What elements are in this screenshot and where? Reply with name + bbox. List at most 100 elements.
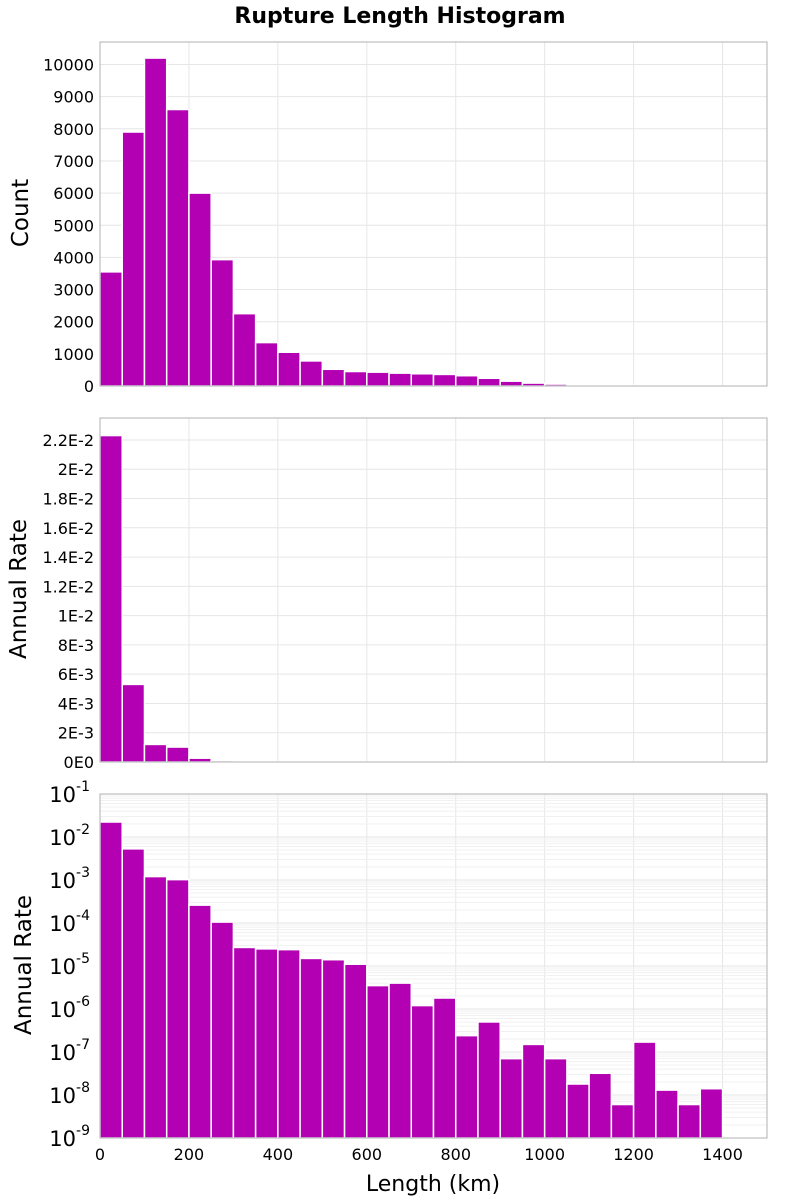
count-y-tick-label: 8000 — [53, 120, 94, 139]
count-bar — [432, 373, 457, 387]
rate-linear-y-tick-label: 1.4E-2 — [42, 548, 94, 567]
count-bar — [366, 371, 390, 387]
rate-log-y-tick-label: 10-9 — [49, 1123, 90, 1151]
rate-log-x-tick-label: 600 — [352, 1145, 383, 1164]
rate-log-y-tick-exponent: -7 — [76, 1037, 90, 1053]
chart-title: Rupture Length Histogram — [234, 4, 565, 29]
rate-log-bar — [366, 984, 390, 1139]
rate-linear-plot-frame — [99, 417, 768, 763]
rate-log-bar — [388, 982, 413, 1139]
count-bar — [232, 312, 257, 387]
x-axis-label: Length (km) — [366, 1172, 500, 1197]
rate-log-bar — [232, 946, 257, 1139]
count-y-tick-label: 10000 — [43, 56, 94, 75]
count-y-axis-label: Count — [8, 179, 34, 247]
rate-log-y-tick-label: 10-5 — [49, 951, 90, 979]
rate-log-y-tick-label: 10-2 — [49, 822, 90, 850]
count-bar — [343, 370, 368, 387]
rate-log-bar — [143, 875, 168, 1139]
rate-log-bar — [632, 1041, 657, 1139]
rate-log-y-tick-exponent: -1 — [76, 779, 90, 795]
rate-log-bar — [477, 1021, 501, 1139]
rate-linear-y-tick-label: 6E-3 — [58, 665, 94, 684]
count-bar — [454, 374, 479, 387]
count-bar — [210, 258, 235, 387]
rate-log-y-tick-label: 10-6 — [49, 994, 90, 1022]
rate-log-x-tick-label: 400 — [263, 1145, 294, 1164]
rate-log-bar — [410, 1004, 435, 1139]
count-histogram-panel: Count 0 1000 2000 3000 4000 5000 6000 7000 8000 9… — [8, 41, 768, 396]
rate-log-y-tick-label: 10-1 — [49, 779, 90, 807]
count-bar — [188, 192, 212, 387]
rate-linear-plot-area — [100, 418, 767, 762]
rate-linear-bar — [143, 743, 168, 763]
rate-linear-bar — [99, 434, 123, 763]
rate-linear-y-tick-label: 1.6E-2 — [42, 519, 94, 538]
rate-linear-bar — [165, 746, 190, 763]
rate-log-bar — [299, 957, 324, 1139]
count-y-tick-label: 1000 — [53, 345, 94, 364]
count-bar — [254, 341, 279, 387]
rate-linear-y-tick-label: 2E-2 — [58, 460, 94, 479]
count-y-tick-label: 0 — [84, 377, 94, 396]
rate-linear-y-tick-label: 0E0 — [64, 753, 94, 772]
rate-log-bar — [343, 963, 368, 1139]
rate-linear-y-tick-label: 1E-2 — [58, 607, 94, 626]
rate-log-y-tick-exponent: -3 — [76, 865, 90, 881]
count-bar — [121, 131, 146, 387]
rate-log-bar — [699, 1087, 724, 1139]
count-y-tick-label: 4000 — [53, 248, 94, 267]
rate-log-x-tick-label: 1200 — [613, 1145, 654, 1164]
rate-log-bar — [454, 1034, 479, 1139]
rate-log-y-tick-label: 10-7 — [49, 1037, 90, 1065]
rate-log-bar — [188, 904, 212, 1139]
rate-linear-y-tick-label: 2E-3 — [58, 724, 94, 743]
count-bar — [99, 271, 123, 387]
count-y-tick-label: 3000 — [53, 281, 94, 300]
rate-log-x-tick-label: 1400 — [702, 1145, 743, 1164]
rate-linear-bar — [121, 683, 146, 763]
rate-linear-y-tick-label: 4E-3 — [58, 694, 94, 713]
rate-log-y-tick-exponent: -5 — [76, 951, 90, 967]
rate-log-y-tick-label: 10-4 — [49, 908, 90, 936]
rate-log-bar — [499, 1057, 524, 1139]
rate-log-bar — [566, 1083, 590, 1139]
rate-log-y-tick-label: 10-3 — [49, 865, 90, 893]
rate-log-bar — [677, 1103, 702, 1139]
rate-log-bar — [99, 821, 123, 1139]
count-bar — [143, 57, 168, 387]
rate-log-plot-frame — [99, 793, 768, 1139]
rate-linear-y-tick-label: 8E-3 — [58, 636, 94, 655]
rate-log-y-tick-exponent: -6 — [76, 994, 90, 1010]
rate-log-bar — [655, 1089, 679, 1139]
rate-log-bar — [543, 1057, 568, 1139]
rate-linear-bar — [188, 757, 212, 763]
rate-log-y-tick-exponent: -4 — [76, 908, 90, 924]
count-y-tick-label: 9000 — [53, 88, 94, 107]
rate-linear-y-axis-label: Annual Rate — [6, 519, 32, 659]
rate-log-x-tick-label: 800 — [440, 1145, 471, 1164]
count-y-tick-label: 6000 — [53, 184, 94, 203]
count-bar — [277, 351, 301, 387]
rate-log-y-tick-exponent: -2 — [76, 822, 90, 838]
rate-linear-y-tick-label: 1.8E-2 — [42, 490, 94, 509]
rate-linear-y-tick-label: 1.2E-2 — [42, 577, 94, 596]
rate-log-x-tick-label: 200 — [174, 1145, 205, 1164]
count-bar — [388, 372, 413, 387]
rate-log-bar — [165, 878, 190, 1139]
rate-log-bar — [210, 921, 235, 1139]
rate-log-bar — [277, 948, 301, 1139]
annual-rate-linear-panel: Annual Rate 0E0 2E-3 4E-3 6E-3 8E-3 1E-2 1.2E-… — [6, 417, 768, 772]
rate-linear-y-tick-label: 2.2E-2 — [42, 431, 94, 450]
count-bar — [321, 368, 346, 387]
count-y-tick-label: 7000 — [53, 152, 94, 171]
rate-log-bar — [432, 997, 457, 1139]
rate-log-y-axis-label: Annual Rate — [11, 895, 37, 1035]
rate-log-bar — [321, 958, 346, 1139]
count-plot-frame — [99, 41, 768, 387]
rate-log-y-tick-exponent: -9 — [76, 1123, 90, 1139]
count-y-tick-label: 2000 — [53, 313, 94, 332]
rate-log-x-tick-label: 1000 — [524, 1145, 565, 1164]
rate-log-y-tick-exponent: -8 — [76, 1080, 90, 1096]
